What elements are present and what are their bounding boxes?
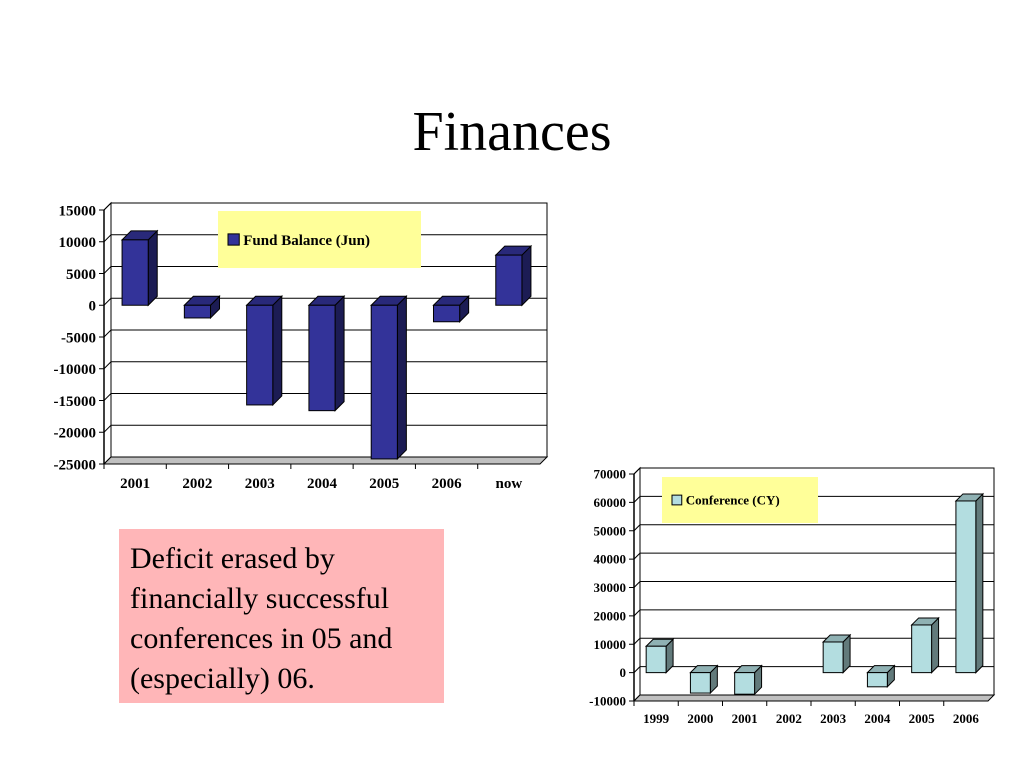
x-tick-label: 2006 xyxy=(953,711,980,726)
bar-now xyxy=(494,244,533,307)
bar-2000 xyxy=(689,664,719,695)
bar-front xyxy=(370,304,398,460)
bar-2002 xyxy=(183,295,221,320)
bar-side xyxy=(147,229,158,307)
gridline xyxy=(633,581,641,588)
x-tick-label: 2002 xyxy=(776,711,802,726)
y-tick-label: 15000 xyxy=(59,203,97,219)
y-tick-label: 60000 xyxy=(594,495,627,510)
x-tick-label: 2005 xyxy=(909,711,936,726)
x-tick-label: 2002 xyxy=(182,476,212,492)
x-tick-label: 2005 xyxy=(369,476,399,492)
bar-side xyxy=(272,295,283,407)
bar-2004 xyxy=(307,295,346,412)
legend-label: Fund Balance (Jun) xyxy=(243,233,370,249)
bar-2003 xyxy=(821,633,852,674)
legend-box xyxy=(218,211,421,268)
bar-front xyxy=(246,304,274,406)
fund-balance-chart: 15000 10000 5000 0 -5000 -10000 -15000 -20000 -2… xyxy=(54,201,549,492)
bar-side xyxy=(931,616,940,674)
bar-front xyxy=(183,304,212,319)
bar-front xyxy=(822,641,844,674)
gridline xyxy=(633,609,641,617)
bar-front xyxy=(955,500,977,674)
legend-swatch xyxy=(671,494,683,506)
bar-front xyxy=(734,672,756,695)
legend: Fund Balance (Jun) xyxy=(218,211,421,268)
gridline xyxy=(103,361,112,370)
chart-floor xyxy=(632,694,996,702)
note-box: Deficit erased by financially successful… xyxy=(119,529,444,703)
y-tick-label: -25000 xyxy=(54,457,97,473)
legend-swatch xyxy=(227,233,240,246)
gridline xyxy=(633,666,641,673)
bar-front xyxy=(495,254,523,306)
bar-front xyxy=(121,239,149,306)
bar-2004 xyxy=(866,664,896,689)
x-tick-label: now xyxy=(496,476,523,492)
bar-2001 xyxy=(120,229,159,307)
bar-front xyxy=(308,304,336,412)
y-tick-label: 10000 xyxy=(59,235,97,251)
y-tick-label: 0 xyxy=(89,299,97,315)
bar-1999 xyxy=(644,638,675,674)
y-tick-label: 10000 xyxy=(594,637,627,652)
x-tick-label: 2004 xyxy=(864,711,891,726)
gridline xyxy=(103,202,112,211)
y-tick-label: -20000 xyxy=(54,426,97,442)
slide-title: Finances xyxy=(412,101,612,163)
y-tick-label: 5000 xyxy=(66,267,96,283)
conference-chart: 70000 60000 50000 40000 30000 20000 10000 0 -100… xyxy=(589,467,996,726)
x-tick-label: 2001 xyxy=(120,476,150,492)
y-tick-label: -10000 xyxy=(589,694,626,709)
bar-side xyxy=(521,244,532,307)
bar-front xyxy=(645,645,667,674)
x-tick-label: 2003 xyxy=(820,711,847,726)
gridline xyxy=(633,637,641,645)
gridline xyxy=(103,424,112,433)
bar-front xyxy=(911,624,933,674)
gridline xyxy=(633,552,641,560)
bar-2006 xyxy=(432,295,470,323)
note-text: Deficit erased by financially successful… xyxy=(130,542,393,695)
y-tick-label: 50000 xyxy=(594,523,627,538)
gridline xyxy=(103,234,112,243)
gridline xyxy=(633,496,641,503)
y-tick-label: -5000 xyxy=(61,330,96,346)
gridline xyxy=(633,524,641,532)
x-tick-label: 2006 xyxy=(432,476,463,492)
y-tick-label: 70000 xyxy=(594,467,627,482)
gridline xyxy=(103,329,112,338)
bar-front xyxy=(866,672,888,688)
gridline xyxy=(633,467,641,475)
gridline xyxy=(103,266,112,274)
legend-label: Conference (CY) xyxy=(686,493,780,508)
bar-2001 xyxy=(733,664,763,696)
bar-side xyxy=(396,295,407,461)
bar-front xyxy=(432,304,461,323)
x-tick-label: 1999 xyxy=(643,711,670,726)
chart-floor xyxy=(102,456,549,465)
gridline xyxy=(103,393,112,401)
bar-2005 xyxy=(910,616,940,674)
bar-front xyxy=(689,672,711,694)
y-tick-label: 40000 xyxy=(594,552,627,567)
y-tick-label: -15000 xyxy=(54,394,97,410)
bar-2003 xyxy=(245,295,284,407)
gridline xyxy=(103,297,112,306)
bar-2006 xyxy=(954,492,985,674)
x-tick-label: 2003 xyxy=(245,476,275,492)
legend-box xyxy=(662,477,818,523)
y-tick-label: 20000 xyxy=(594,608,627,623)
y-tick-label: -10000 xyxy=(54,362,97,378)
legend: Conference (CY) xyxy=(662,477,818,523)
x-tick-label: 2004 xyxy=(307,476,338,492)
bar-side xyxy=(975,492,984,674)
bar-2005 xyxy=(369,295,408,461)
y-tick-label: 0 xyxy=(620,665,627,680)
y-tick-label: 30000 xyxy=(594,580,627,595)
x-tick-label: 2001 xyxy=(732,711,758,726)
bar-side xyxy=(334,295,345,412)
x-tick-label: 2000 xyxy=(687,711,713,726)
